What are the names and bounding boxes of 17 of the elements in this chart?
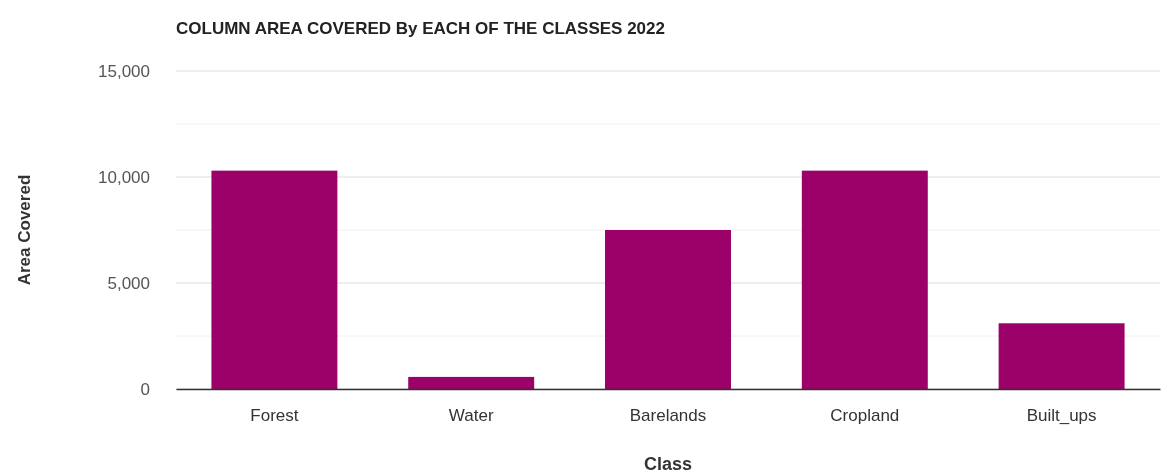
x-tick-label: Barelands: [629, 406, 707, 426]
x-tick-label: Forest: [250, 406, 299, 426]
y-tick-label: 10,000: [98, 167, 150, 187]
y-axis-title: Area Covered: [15, 174, 34, 286]
chart-title: COLUMN AREA COVERED By EACH OF THE CLASSES 2022: [176, 19, 665, 38]
y-tick-label: 0: [140, 379, 150, 399]
bar: [211, 170, 338, 389]
bar: [998, 323, 1125, 389]
bar: [605, 230, 731, 389]
x-tick-label: Built_ups: [1026, 406, 1097, 426]
y-tick-label: 15,000: [98, 61, 150, 81]
x-tick-label: Cropland: [830, 406, 900, 426]
x-tick-label: Water: [448, 406, 494, 426]
bar: [408, 376, 535, 389]
bar: [801, 170, 928, 389]
y-tick-label: 5,000: [107, 273, 150, 293]
x-axis-title: Class: [643, 454, 693, 474]
